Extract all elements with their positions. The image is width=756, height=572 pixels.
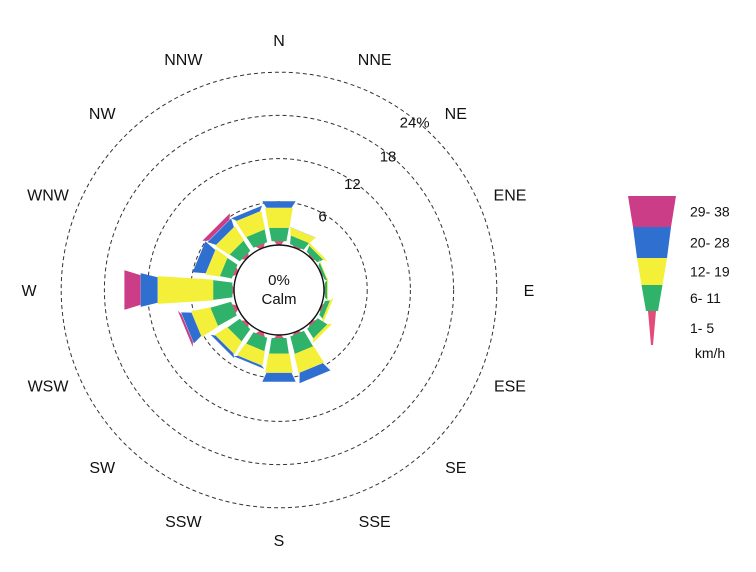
petal-nnw-bin-1 — [246, 229, 268, 248]
calm-circle — [233, 244, 325, 336]
direction-label-nw: NW — [89, 106, 117, 123]
petal-n-bin-1 — [269, 227, 289, 242]
petal-s-bin-2 — [265, 353, 293, 373]
legend-label: 12- 19 — [690, 264, 730, 280]
calm-center: 0% Calm — [233, 244, 325, 336]
ring-18 — [103, 114, 455, 466]
petal-ssw-bin-3 — [233, 355, 265, 369]
direction-label-ese: ESE — [494, 379, 526, 396]
petal-n-bin-3 — [262, 201, 296, 208]
direction-label-w: W — [21, 283, 37, 300]
ring-label: 12 — [344, 176, 361, 193]
petal-sse-bin-2 — [294, 346, 324, 374]
petal-w-bin-2 — [157, 276, 214, 304]
direction-label-s: S — [274, 533, 285, 550]
petal-w-bin-4 — [124, 270, 141, 310]
petal-wsw-bin-3 — [181, 312, 202, 344]
direction-label-se: SE — [445, 460, 466, 477]
petal-wnw-bin-1 — [219, 257, 238, 279]
petal-sw-bin-3 — [210, 334, 235, 359]
legend-key-1 — [641, 285, 663, 311]
petal-nw-bin-3 — [207, 218, 234, 245]
calm-value: 0% — [268, 272, 290, 289]
petal-nw-bin-2 — [215, 226, 244, 255]
ring-label: 6 — [318, 209, 326, 226]
petal-w-bin-3 — [140, 273, 158, 307]
ring-label: 24% — [400, 115, 430, 132]
legend-key-2 — [637, 258, 667, 285]
petal-wnw-bin-2 — [205, 249, 228, 277]
legend-label: 6- 11 — [690, 290, 721, 306]
direction-label-n: N — [273, 33, 285, 50]
petal-nnw-bin-3 — [231, 205, 263, 221]
petal-ssw-bin-1 — [246, 332, 268, 352]
direction-label-e: E — [524, 283, 535, 300]
legend-key-0 — [648, 311, 656, 345]
petal-ne-bin-2 — [308, 241, 328, 261]
direction-label-sw: SW — [89, 460, 116, 477]
petal-se-bin-2 — [312, 323, 333, 344]
petal-s-bin-3 — [262, 372, 296, 382]
petal-sw-bin-1 — [227, 318, 251, 342]
petal-sw-bin-2 — [214, 327, 242, 355]
legend-key-4 — [628, 196, 676, 227]
petal-ese-bin-2 — [322, 297, 334, 323]
petal-s-bin-1 — [269, 338, 289, 354]
direction-label-ssw: SSW — [165, 514, 202, 531]
petal-n-bin-2 — [265, 208, 293, 228]
direction-label-sse: SSE — [359, 514, 391, 531]
petal-wsw-bin-1 — [210, 301, 237, 326]
petal-nne-bin-3 — [287, 226, 318, 239]
legend-units: km/h — [695, 345, 725, 361]
petal-sse-bin-1 — [290, 330, 314, 354]
legend-key-3 — [633, 227, 671, 258]
ring-12 — [147, 158, 411, 422]
petal-ssw-bin-2 — [237, 343, 265, 366]
petal-nne-bin-1 — [290, 235, 310, 250]
petal-nw-bin-4 — [202, 213, 230, 241]
direction-label-wsw: WSW — [28, 379, 70, 396]
speed-legend: km/h 29- 38 20- 28 12- 19 6- 11 1- 5 — [628, 196, 730, 361]
petal-ne-bin-1 — [306, 245, 324, 263]
direction-labels: N NNE NE ENE E ESE SE SSE S SSW SW WSW W WNW NW NNW — [21, 33, 534, 550]
petal-wnw-bin-3 — [192, 241, 216, 274]
legend-label: 1- 5 — [690, 320, 714, 336]
petal-ene-bin-2 — [319, 258, 330, 284]
ring-label: 18 — [380, 149, 397, 166]
petal-s-bin-0 — [274, 335, 284, 339]
petal-nw-bin-1 — [229, 240, 251, 262]
petal-e-bin-2 — [327, 276, 328, 304]
petal-e-bin-1 — [324, 280, 328, 300]
legend-label: 29- 38 — [690, 204, 730, 220]
petal-n-bin-0 — [274, 240, 284, 245]
direction-label-wnw: WNW — [27, 187, 70, 204]
petal-ene-bin-1 — [318, 262, 328, 281]
petal-nnw-bin-2 — [235, 211, 266, 238]
petal-w-bin-1 — [213, 280, 233, 300]
ring-24 — [60, 71, 498, 509]
petal-wsw-bin-2 — [191, 307, 219, 337]
petal-sse-bin-3 — [299, 363, 331, 384]
petal-wsw-bin-4 — [177, 310, 193, 347]
direction-label-ne: NE — [445, 106, 467, 123]
petal-nne-bin-2 — [290, 227, 316, 244]
calm-label: Calm — [261, 291, 296, 308]
petal-ese-bin-1 — [319, 300, 331, 319]
direction-label-nne: NNE — [358, 52, 392, 69]
wind-petals — [124, 201, 334, 384]
direction-label-ene: ENE — [494, 187, 527, 204]
petal-se-bin-1 — [307, 318, 328, 339]
direction-label-nnw: NNW — [164, 52, 203, 69]
legend-label: 20- 28 — [690, 235, 730, 251]
